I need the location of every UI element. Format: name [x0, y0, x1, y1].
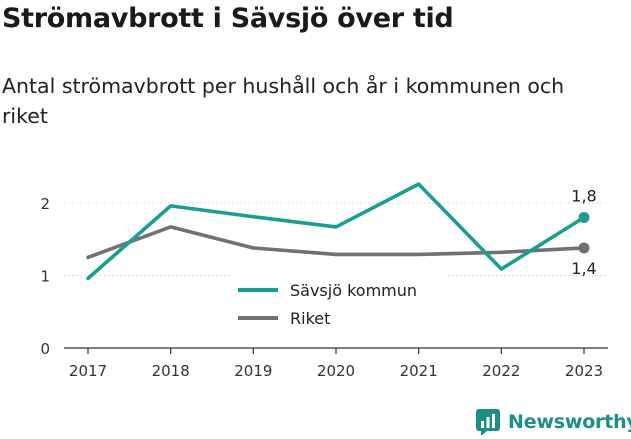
- x-axis: 2017 2018 2019 2020 2021 2022 2023: [69, 348, 603, 380]
- newsworthy-logo-icon: [476, 409, 500, 435]
- end-label-riket: 1,4: [571, 259, 596, 278]
- x-tick-label: 2020: [317, 362, 355, 380]
- series-lines: [86, 182, 590, 281]
- y-tick-label: 0: [40, 340, 50, 358]
- series-end-point: [578, 212, 590, 223]
- chart-title: Strömavbrott i Sävsjö över tid: [2, 3, 454, 34]
- chart-subtitle: Antal strömavbrott per hushåll och år i …: [2, 74, 565, 128]
- legend-label: Riket: [290, 309, 330, 328]
- brand-name: Newsworthy: [508, 411, 631, 433]
- end-label-savsjo: 1,8: [571, 187, 596, 206]
- series-line: [86, 182, 586, 281]
- series-end-point: [578, 242, 590, 254]
- x-tick-label: 2018: [152, 362, 190, 380]
- y-tick-label: 1: [40, 268, 50, 286]
- end-labels: 1,8 1,4: [571, 187, 596, 278]
- x-tick-label: 2019: [234, 362, 272, 380]
- x-tick-label: 2021: [400, 362, 438, 380]
- y-tick-label: 2: [40, 195, 50, 213]
- y-axis-ticks: 0 1 2: [40, 195, 50, 358]
- brand-logo: Newsworthy: [476, 408, 631, 436]
- legend-label: Sävsjö kommun: [290, 281, 417, 300]
- series-line: [86, 225, 586, 260]
- x-tick-label: 2022: [482, 362, 520, 380]
- x-tick-label: 2023: [565, 362, 603, 380]
- legend-background: [232, 274, 448, 334]
- x-tick-label: 2017: [69, 362, 107, 380]
- legend: Sävsjö kommun Riket: [232, 274, 448, 334]
